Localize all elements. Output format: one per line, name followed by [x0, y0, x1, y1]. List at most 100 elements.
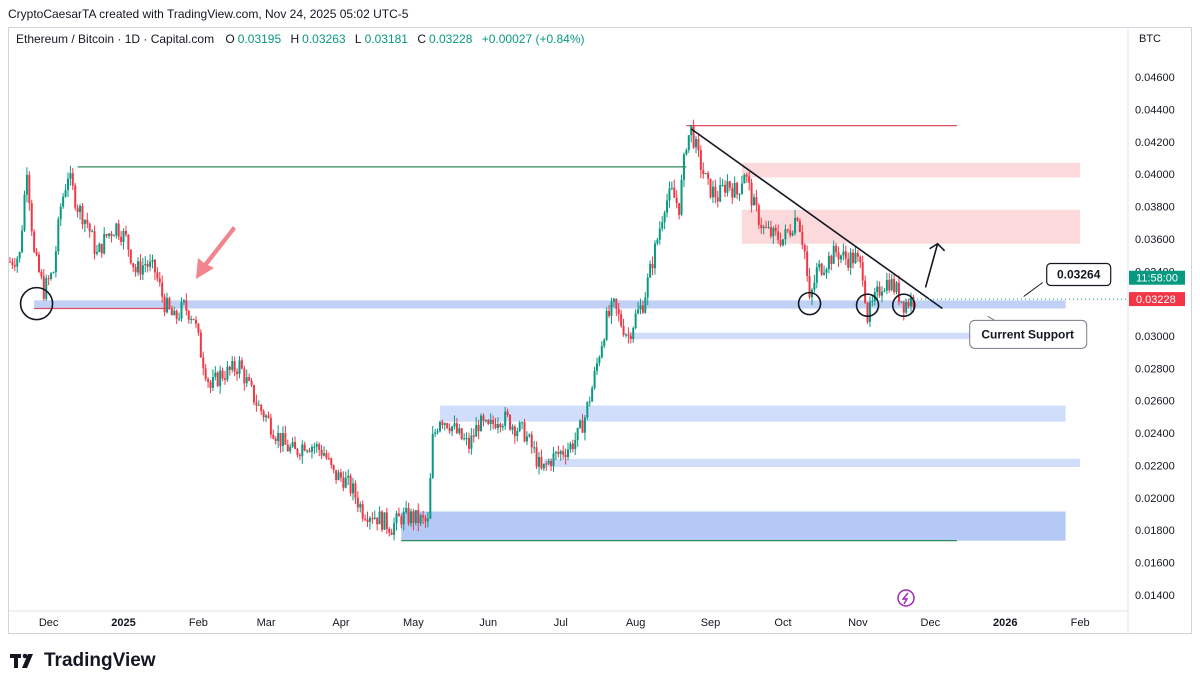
support-zone-0183[interactable]: [401, 511, 1066, 541]
candle-body[interactable]: [842, 251, 845, 256]
touch-circle-3[interactable]: [855, 293, 880, 318]
candle-body[interactable]: [632, 327, 635, 340]
candle-body[interactable]: [86, 219, 89, 224]
candle-body[interactable]: [634, 313, 637, 328]
candle-body[interactable]: [890, 279, 893, 291]
candle-body[interactable]: [158, 278, 161, 283]
candle-body[interactable]: [337, 472, 340, 481]
candle-body[interactable]: [707, 173, 710, 179]
candle-body[interactable]: [559, 451, 562, 454]
candle-body[interactable]: [429, 477, 432, 519]
candle-body[interactable]: [216, 372, 219, 387]
candle-body[interactable]: [161, 282, 164, 297]
candle-body[interactable]: [69, 173, 72, 179]
candle-body[interactable]: [393, 523, 396, 535]
candle-body[interactable]: [211, 376, 214, 388]
candle-body[interactable]: [511, 426, 514, 430]
candle-body[interactable]: [441, 421, 444, 425]
candle-body[interactable]: [214, 372, 217, 377]
candle-body[interactable]: [402, 512, 405, 525]
candle-body[interactable]: [480, 415, 483, 432]
candle-body[interactable]: [523, 422, 526, 442]
candle-body[interactable]: [724, 184, 727, 193]
touch-circle-1[interactable]: [19, 286, 54, 321]
candle-body[interactable]: [595, 363, 598, 371]
candle-body[interactable]: [806, 251, 809, 276]
candle-body[interactable]: [301, 444, 304, 457]
candle-body[interactable]: [856, 252, 859, 257]
candle-body[interactable]: [774, 227, 777, 232]
candle-body[interactable]: [818, 263, 821, 268]
candle-body[interactable]: [518, 422, 521, 431]
candle-body[interactable]: [902, 301, 905, 313]
candle-body[interactable]: [381, 511, 383, 530]
candle-body[interactable]: [569, 443, 572, 450]
candle-body[interactable]: [472, 435, 475, 437]
candle-body[interactable]: [134, 266, 137, 273]
candle-body[interactable]: [400, 516, 403, 525]
candle-body[interactable]: [11, 261, 14, 265]
candle-body[interactable]: [576, 427, 579, 441]
event-marker-icon[interactable]: [897, 589, 915, 607]
candle-body[interactable]: [649, 263, 652, 278]
candle-body[interactable]: [494, 423, 497, 428]
candle-body[interactable]: [656, 239, 659, 244]
candle-body[interactable]: [605, 310, 608, 340]
candle-body[interactable]: [226, 366, 229, 380]
candle-body[interactable]: [687, 135, 690, 151]
candle-body[interactable]: [417, 510, 420, 524]
current-support-zone[interactable]: [34, 300, 1066, 309]
candle-body[interactable]: [666, 200, 669, 213]
candle-body[interactable]: [615, 298, 618, 309]
touch-circle-2[interactable]: [797, 291, 822, 316]
candle-body[interactable]: [395, 513, 398, 524]
candle-body[interactable]: [567, 449, 569, 458]
candle-body[interactable]: [762, 226, 765, 229]
candle-body[interactable]: [335, 470, 338, 481]
candle-body[interactable]: [680, 179, 683, 215]
candle-body[interactable]: [600, 346, 603, 358]
candle-body[interactable]: [641, 305, 644, 313]
candle-body[interactable]: [627, 334, 630, 336]
candle-body[interactable]: [794, 217, 797, 234]
candle-body[interactable]: [871, 300, 874, 302]
candle-body[interactable]: [499, 423, 502, 428]
candle-body[interactable]: [883, 290, 886, 292]
candle-body[interactable]: [342, 477, 345, 488]
candle-body[interactable]: [281, 433, 284, 446]
candle-body[interactable]: [868, 301, 871, 322]
candle-body[interactable]: [682, 154, 685, 180]
candle-body[interactable]: [274, 438, 277, 442]
candle-body[interactable]: [187, 310, 190, 320]
candle-body[interactable]: [743, 174, 746, 184]
candle-body[interactable]: [709, 178, 712, 198]
candle-body[interactable]: [141, 265, 144, 275]
candle-body[interactable]: [844, 251, 847, 259]
candle-body[interactable]: [298, 454, 301, 457]
candle-body[interactable]: [315, 444, 318, 447]
candle-body[interactable]: [50, 273, 53, 279]
candle-body[interactable]: [545, 463, 548, 465]
candle-body[interactable]: [371, 518, 374, 520]
candle-body[interactable]: [122, 231, 125, 242]
candle-body[interactable]: [825, 269, 828, 273]
candle-body[interactable]: [714, 186, 717, 198]
candle-body[interactable]: [91, 231, 94, 233]
candle-body[interactable]: [900, 301, 903, 303]
candle-body[interactable]: [608, 310, 611, 316]
candle-body[interactable]: [100, 243, 103, 254]
candle-body[interactable]: [108, 233, 111, 236]
candle-body[interactable]: [95, 251, 98, 254]
candle-body[interactable]: [470, 435, 473, 449]
candle-body[interactable]: [509, 414, 512, 430]
candle-body[interactable]: [248, 377, 251, 381]
footer-brand[interactable]: TradingView: [10, 650, 156, 672]
candle-body[interactable]: [905, 302, 908, 313]
candle-body[interactable]: [574, 440, 577, 450]
candle-body[interactable]: [349, 475, 352, 494]
candle-body[interactable]: [139, 261, 142, 275]
candle-body[interactable]: [646, 277, 649, 298]
candle-body[interactable]: [76, 207, 79, 213]
candle-body[interactable]: [228, 366, 231, 370]
candle-body[interactable]: [59, 206, 62, 220]
